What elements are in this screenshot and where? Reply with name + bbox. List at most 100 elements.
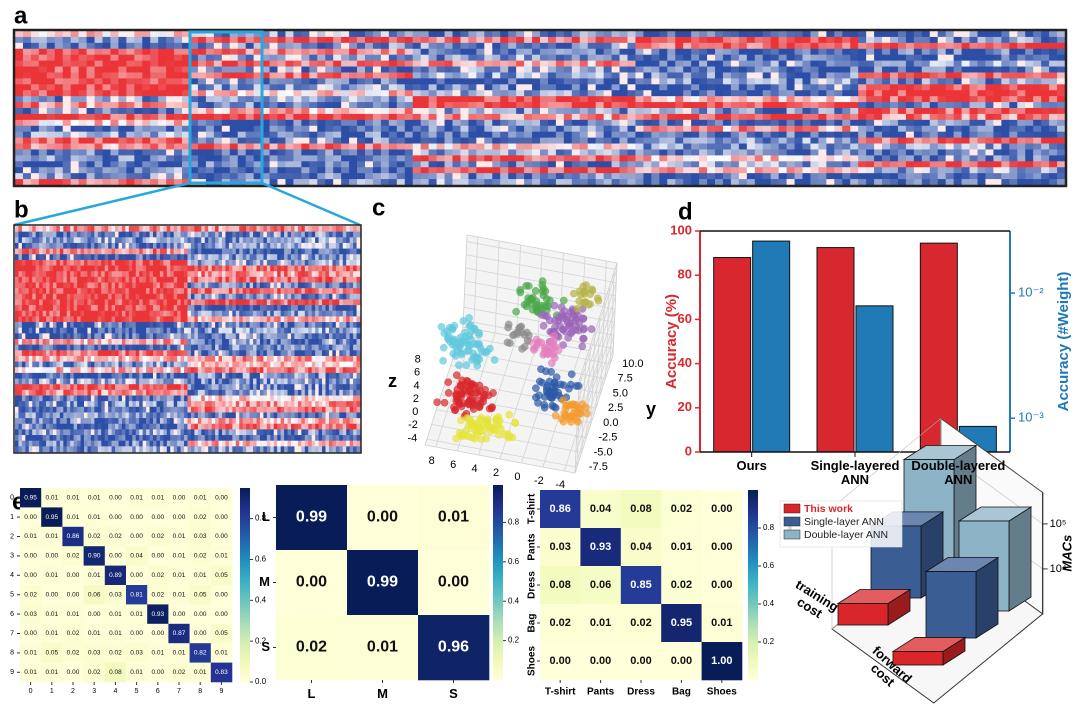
heatmap-cell [174, 102, 183, 109]
heatmap-cell [1017, 143, 1026, 150]
heatmap-cell [1009, 42, 1018, 50]
heatmap-cell [826, 48, 835, 56]
heatmap-cell [675, 60, 684, 67]
heatmap-cell [349, 143, 358, 150]
heatmap-cell [180, 271, 185, 278]
heatmap-cell [118, 143, 127, 150]
heatmap-cell [70, 316, 75, 323]
heatmap-cell [1001, 54, 1010, 62]
heatmap-cell [121, 305, 126, 312]
heatmap-cell [1025, 125, 1034, 133]
heatmap-cell [722, 179, 732, 186]
heatmap-cell [754, 161, 764, 168]
heatmap-cell [1057, 48, 1066, 56]
heatmap-cell [778, 143, 787, 150]
heatmap-cell [80, 395, 85, 402]
heatmap-cell [627, 167, 636, 174]
heatmap-cell [882, 113, 891, 121]
heatmap-cell [913, 90, 923, 97]
heatmap-cell [746, 48, 756, 56]
heatmap-cell [39, 316, 43, 323]
heatmap-cell [754, 72, 764, 79]
heatmap-cell [404, 173, 414, 180]
heatmap-cell [317, 96, 326, 103]
heatmap-cell [269, 143, 278, 150]
heatmap-cell [977, 149, 986, 156]
heatmap-cell [1049, 36, 1058, 44]
heatmap-cell [245, 155, 255, 162]
heatmap-cell [913, 84, 923, 91]
heatmap-cell [540, 42, 549, 50]
heatmap-cell [341, 42, 350, 50]
heatmap-cell [90, 361, 95, 368]
heatmap-cell [802, 78, 811, 85]
heatmap-cell [555, 54, 565, 62]
heatmap-cell [70, 167, 80, 174]
heatmap-cell [197, 78, 207, 85]
heatmap-cell [317, 72, 326, 79]
heatmap-cell [126, 96, 135, 103]
heatmap-cell [180, 395, 185, 402]
heatmap-cell [818, 31, 827, 38]
heatmap-cell [563, 36, 573, 44]
heatmap-cell [118, 66, 127, 73]
heatmap-cell [516, 108, 525, 115]
heatmap-cell [587, 143, 597, 150]
heatmap-cell [54, 54, 64, 62]
heatmap-cell [317, 66, 326, 73]
heatmap-cell [39, 322, 43, 329]
heatmap-cell [555, 179, 565, 186]
heatmap-cell [102, 167, 111, 174]
heatmap-cell [524, 179, 533, 186]
heatmap-cell [159, 265, 164, 272]
heatmap-cell [38, 31, 48, 38]
heatmap-cell [80, 259, 85, 266]
heatmap-cell [261, 31, 270, 38]
heatmap-cell [452, 96, 461, 103]
heatmap-cell [699, 90, 708, 97]
heatmap-cell [532, 173, 541, 180]
heatmap-cell [309, 108, 318, 115]
heatmap-cell [115, 265, 119, 272]
heatmap-cell [102, 66, 111, 73]
heatmap-cell [54, 108, 64, 115]
heatmap-cell [826, 84, 835, 91]
heatmap-cell [28, 367, 33, 374]
heatmap-cell [595, 155, 605, 162]
heatmap-cell [476, 36, 485, 44]
heatmap-cell [770, 137, 780, 144]
heatmap-cell [380, 36, 390, 44]
heatmap-cell [73, 265, 78, 272]
heatmap-cell [142, 90, 151, 97]
heatmap-cell [452, 167, 461, 174]
heatmap-cell [153, 389, 157, 396]
heatmap-cell [73, 259, 78, 266]
heatmap-cell [388, 108, 398, 115]
heatmap-cell [834, 113, 843, 121]
heatmap-cell [261, 90, 270, 97]
heatmap-cell [115, 288, 119, 295]
heatmap-cell [128, 389, 133, 396]
heatmap-cell [643, 102, 652, 109]
heatmap-cell [146, 378, 150, 385]
heatmap-cell [170, 293, 175, 300]
heatmap-cell [73, 350, 78, 357]
heatmap-cell [80, 242, 85, 249]
heatmap-cell [651, 161, 660, 168]
heatmap-cell [555, 173, 565, 180]
heatmap-cell [139, 288, 144, 295]
heatmap-cell [70, 54, 80, 62]
heatmap-cell [969, 161, 978, 168]
heatmap-cell [707, 72, 716, 79]
heatmap-cell [205, 155, 215, 162]
heatmap-cell [746, 155, 756, 162]
heatmap-cell [118, 137, 127, 144]
heatmap-cell [1033, 108, 1042, 115]
heatmap-cell [59, 288, 64, 295]
heatmap-cell [333, 143, 342, 150]
heatmap-cell [115, 248, 119, 255]
heatmap-cell [412, 31, 422, 38]
heatmap-cell [229, 78, 239, 85]
heatmap-cell [156, 378, 161, 385]
heatmap-cell [858, 48, 867, 56]
